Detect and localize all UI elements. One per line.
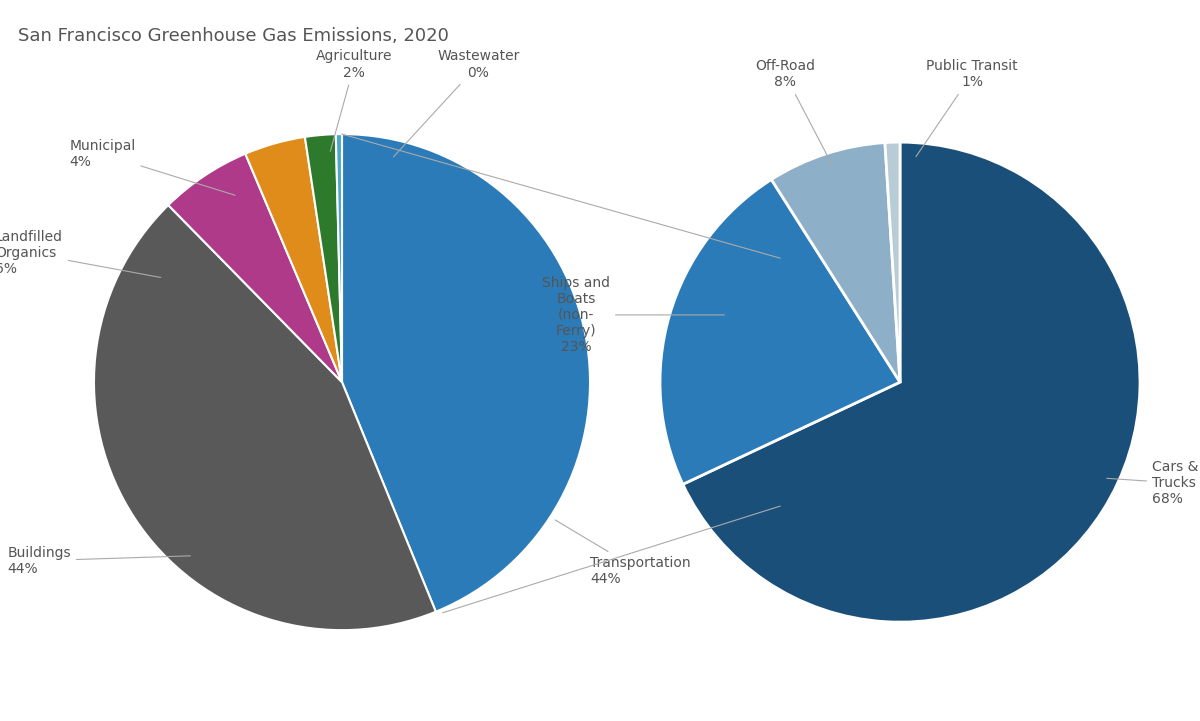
Wedge shape bbox=[94, 205, 436, 630]
Text: Ships and
Boats
(non-
Ferry)
23%: Ships and Boats (non- Ferry) 23% bbox=[542, 275, 725, 354]
Wedge shape bbox=[342, 134, 590, 611]
Text: San Francisco Greenhouse Gas Emissions, 2020: San Francisco Greenhouse Gas Emissions, … bbox=[18, 27, 449, 45]
Text: Transportation
44%: Transportation 44% bbox=[556, 520, 691, 586]
Text: Agriculture
2%: Agriculture 2% bbox=[316, 49, 392, 151]
Wedge shape bbox=[772, 143, 900, 382]
Text: Cars &
Trucks
68%: Cars & Trucks 68% bbox=[1106, 460, 1199, 506]
Wedge shape bbox=[336, 134, 342, 382]
Wedge shape bbox=[168, 154, 342, 382]
Text: Buildings
44%: Buildings 44% bbox=[7, 546, 191, 576]
Text: Wastewater
0%: Wastewater 0% bbox=[394, 49, 520, 157]
Text: Public Transit
1%: Public Transit 1% bbox=[916, 59, 1018, 156]
Wedge shape bbox=[884, 142, 900, 382]
Text: Off-Road
8%: Off-Road 8% bbox=[755, 59, 832, 164]
Wedge shape bbox=[660, 180, 900, 485]
Wedge shape bbox=[305, 134, 342, 382]
Text: Municipal
4%: Municipal 4% bbox=[70, 139, 235, 195]
Text: Landfilled
Organics
6%: Landfilled Organics 6% bbox=[0, 230, 161, 278]
Wedge shape bbox=[245, 137, 342, 382]
Wedge shape bbox=[683, 142, 1140, 622]
